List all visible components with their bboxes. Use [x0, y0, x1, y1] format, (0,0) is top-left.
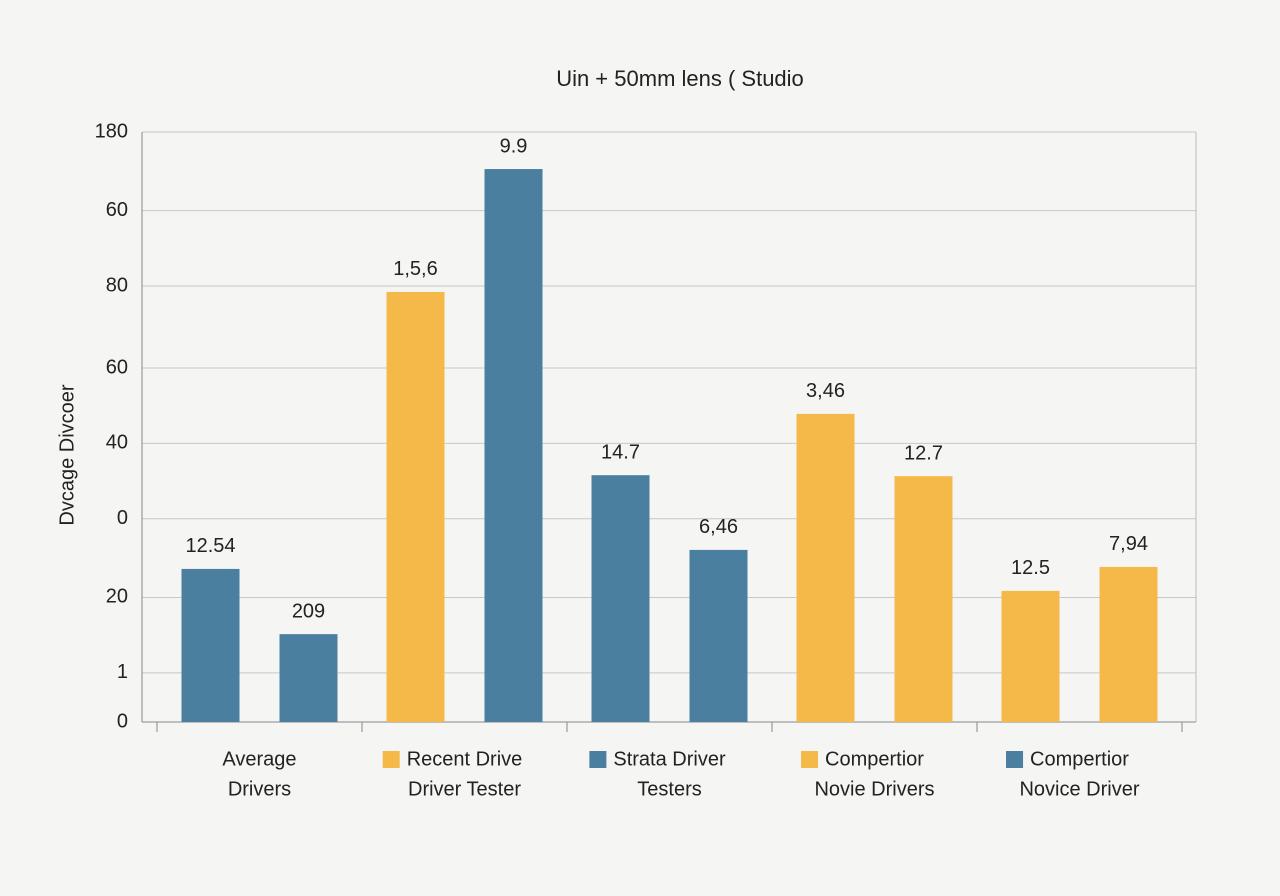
- y-tick-label: 0: [117, 507, 128, 529]
- x-tick-label: Recent Drive: [407, 748, 523, 770]
- value-label: 12.54: [185, 535, 235, 557]
- y-tick-label: 60: [106, 356, 128, 378]
- y-tick-label: 180: [95, 120, 128, 142]
- y-tick-label: 40: [106, 432, 128, 454]
- bar: [894, 476, 953, 722]
- x-tick-label: Compertior: [825, 748, 924, 770]
- x-tick-label: Average: [222, 748, 296, 770]
- y-tick-label: 1: [117, 661, 128, 683]
- y-tick-label: 0: [117, 710, 128, 732]
- value-label: 14.7: [601, 441, 640, 463]
- bar: [1099, 566, 1158, 722]
- bar: [1001, 590, 1060, 722]
- x-tick-label: Driver Tester: [408, 778, 521, 800]
- bar: [484, 169, 543, 723]
- x-tick-label: Compertior: [1030, 748, 1129, 770]
- legend-swatch: [801, 751, 819, 768]
- y-tick-label: 60: [106, 199, 128, 221]
- value-label: 3,46: [806, 380, 845, 402]
- x-tick-label: Drivers: [228, 778, 291, 800]
- bar: [279, 634, 338, 722]
- y-axis-label: Dvcage Divcoer: [56, 384, 78, 526]
- value-label: 12.7: [904, 442, 943, 464]
- legend-swatch: [589, 751, 607, 768]
- y-tick-label: 20: [106, 586, 128, 608]
- bar: [386, 291, 445, 722]
- x-tick-label: Novice Driver: [1019, 778, 1139, 800]
- value-label: 7,94: [1109, 533, 1148, 555]
- bar: [796, 413, 855, 722]
- chart-title: Uin + 50mm lens ( Studio: [556, 66, 804, 91]
- value-label: 12.5: [1011, 557, 1050, 579]
- value-label: 9.9: [500, 135, 528, 157]
- x-tick-label: Strata Driver: [613, 748, 726, 770]
- legend-swatch: [382, 751, 400, 768]
- bar: [689, 549, 748, 722]
- value-label: 6,46: [699, 516, 738, 538]
- x-tick-label: Testers: [637, 778, 701, 800]
- bar: [591, 475, 650, 722]
- value-label: 1,5,6: [393, 258, 437, 280]
- bar: [181, 568, 240, 722]
- y-tick-label: 80: [106, 274, 128, 296]
- x-tick-label: Novie Drivers: [814, 778, 934, 800]
- value-label: 209: [292, 600, 325, 622]
- legend-swatch: [1006, 751, 1024, 768]
